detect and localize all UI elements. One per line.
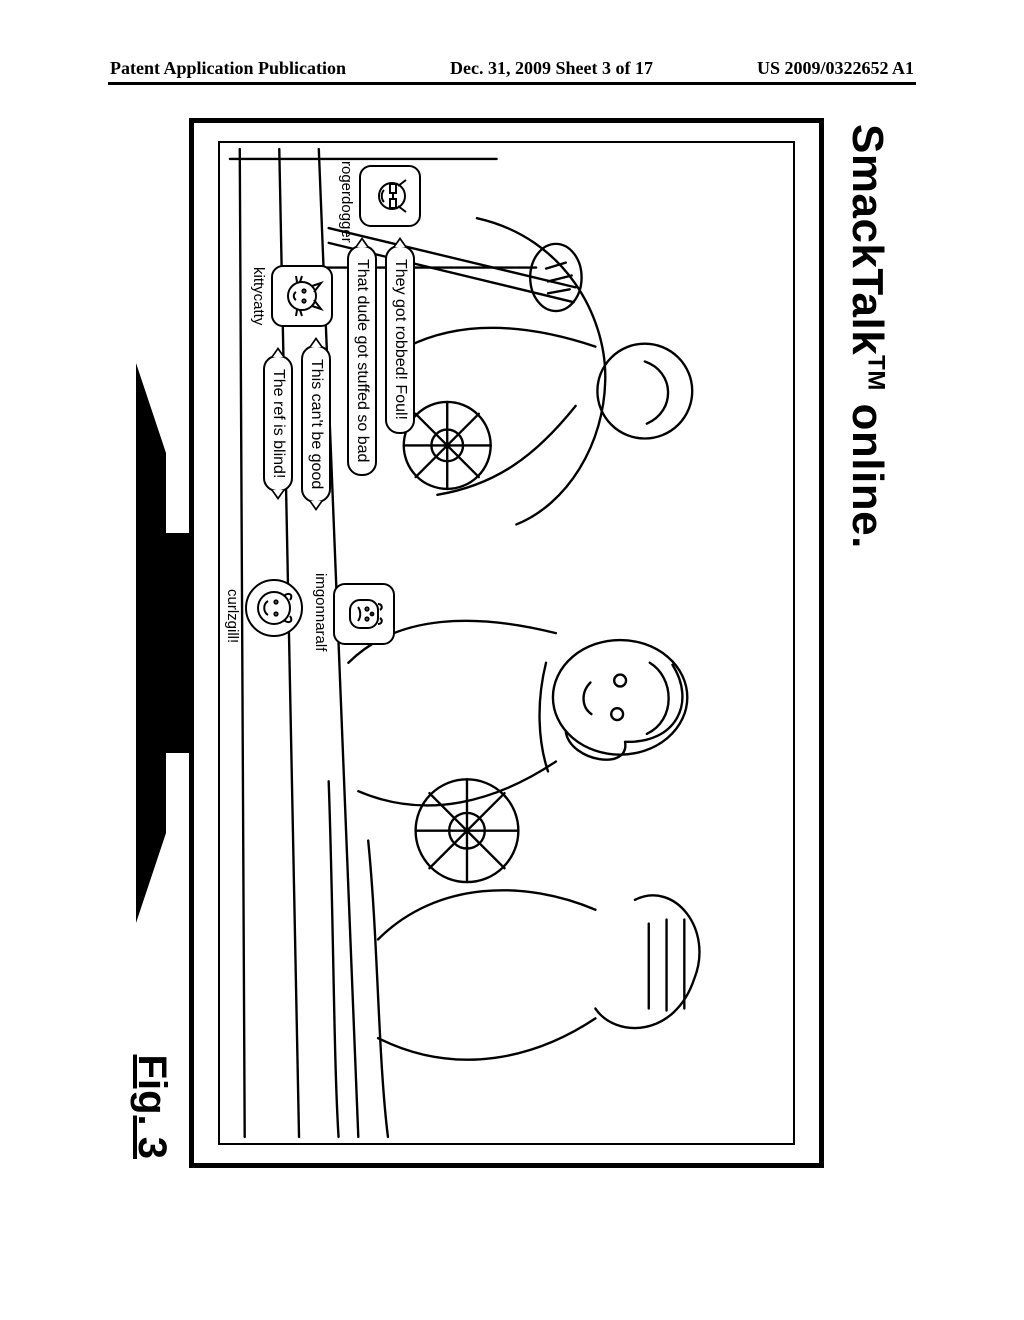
chat-bubble-3: This can't be good — [301, 345, 331, 503]
bubble-text: That dude got stuffed so bad — [354, 259, 371, 462]
avatar-icon — [368, 174, 412, 218]
avatar-imgonnaralf[interactable] — [333, 583, 395, 645]
figure-label: Fig. 3 — [129, 1055, 174, 1159]
bubble-tail-icon — [309, 337, 323, 347]
bubble-tail-icon — [271, 347, 285, 357]
header-right: US 2009/0322652 A1 — [757, 58, 914, 79]
chat-bubble-1: They got robbed! Foul! — [385, 245, 415, 434]
avatar-kittycatty[interactable] — [271, 265, 333, 327]
trademark-symbol: TM — [863, 355, 890, 391]
bubble-text: The ref is blind! — [270, 369, 287, 478]
header-center: Dec. 31, 2009 Sheet 3 of 17 — [450, 58, 653, 79]
chat-bubble-2: That dude got stuffed so bad — [347, 245, 377, 476]
bubble-text: This can't be good — [308, 359, 325, 489]
patent-page: Patent Application Publication Dec. 31, … — [0, 0, 1024, 1320]
username-kittycatty: kittycatty — [250, 267, 267, 325]
avatar-curlzgill[interactable] — [245, 579, 303, 637]
username-imgonnaralf: imgonnaralf — [312, 573, 329, 651]
avatar-icon — [252, 586, 296, 630]
bubble-text: They got robbed! Foul! — [392, 259, 409, 420]
avatar-icon — [342, 592, 386, 636]
bubble-tail-icon — [355, 237, 369, 247]
bubble-tail-icon — [271, 490, 285, 500]
avatar-rogerdogger[interactable] — [359, 165, 421, 227]
username-rogerdogger: rogerdogger — [338, 161, 355, 243]
header-left: Patent Application Publication — [110, 58, 346, 79]
title-suffix: online. — [843, 391, 892, 549]
chat-bubble-4: The ref is blind! — [263, 355, 293, 492]
username-curlzgill: curlzgill! — [224, 589, 241, 643]
tv-screen-content: rogerdogger kittycatty imgonnaralf curlz… — [218, 141, 795, 1145]
header-rule — [108, 82, 916, 85]
avatar-icon — [280, 274, 324, 318]
bubble-tail-icon — [309, 501, 323, 511]
tv-stand-base — [136, 363, 166, 923]
title-main: SmackTalk — [843, 124, 892, 355]
tv-screen-bezel: rogerdogger kittycatty imgonnaralf curlz… — [189, 118, 824, 1168]
page-header: Patent Application Publication Dec. 31, … — [110, 58, 914, 79]
figure-rotated-container: SmackTalkTM online. — [132, 118, 892, 1178]
bubble-tail-icon — [393, 237, 407, 247]
app-title: SmackTalkTM online. — [842, 124, 892, 1178]
